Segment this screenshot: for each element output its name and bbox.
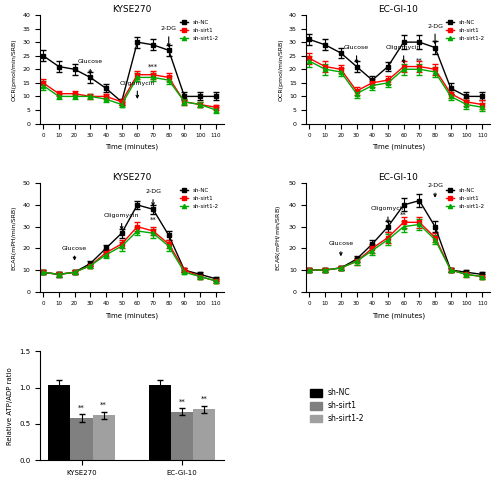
Title: KYSE270: KYSE270 [112, 174, 152, 182]
Y-axis label: OCR(pmol/min/SRB): OCR(pmol/min/SRB) [12, 38, 17, 100]
X-axis label: Time (minutes): Time (minutes) [106, 312, 158, 318]
Bar [92, 415, 114, 460]
Text: ***: *** [148, 64, 158, 70]
Text: Glucose: Glucose [78, 59, 103, 74]
Title: EC-GI-10: EC-GI-10 [378, 5, 418, 14]
Bar [149, 384, 171, 460]
Legend: sh-NC, sh-sirt1, sh-sirt1-2: sh-NC, sh-sirt1, sh-sirt1-2 [444, 186, 487, 211]
Title: KYSE270: KYSE270 [112, 5, 152, 14]
Text: **: ** [201, 396, 207, 402]
Bar [171, 412, 193, 460]
Text: 2-DG: 2-DG [427, 182, 443, 196]
Bar [48, 386, 70, 460]
Text: **: ** [150, 216, 156, 222]
X-axis label: Time (minutes): Time (minutes) [372, 312, 424, 318]
Text: 2-DG: 2-DG [145, 189, 161, 206]
Y-axis label: Relative ATP/ADP ratio: Relative ATP/ADP ratio [8, 367, 14, 444]
Text: 2-DG: 2-DG [160, 26, 176, 46]
Text: **: ** [179, 398, 186, 404]
Text: Glucose: Glucose [62, 246, 87, 260]
Bar [70, 418, 92, 460]
Text: Oligomycin: Oligomycin [370, 206, 406, 222]
Legend: sh-NC, sh-sirt1, sh-sirt1-2: sh-NC, sh-sirt1, sh-sirt1-2 [178, 186, 221, 211]
Text: Glucose: Glucose [344, 46, 369, 62]
Bar [193, 410, 216, 460]
Text: Oligomycin: Oligomycin [386, 46, 422, 62]
Legend: sh-NC, sh-sirt1, sh-sirt1-2: sh-NC, sh-sirt1, sh-sirt1-2 [444, 18, 487, 43]
Legend: sh-NC, sh-sirt1, sh-sirt1-2: sh-NC, sh-sirt1, sh-sirt1-2 [310, 388, 364, 423]
Text: 2-DG: 2-DG [427, 24, 443, 44]
Legend: sh-NC, sh-sirt1, sh-sirt1-2: sh-NC, sh-sirt1, sh-sirt1-2 [178, 18, 221, 43]
Text: **: ** [416, 58, 422, 64]
Y-axis label: ECAR(mPH/min/SRB): ECAR(mPH/min/SRB) [12, 206, 17, 270]
X-axis label: Time (minutes): Time (minutes) [106, 144, 158, 150]
Text: **: ** [100, 402, 107, 408]
Text: **: ** [78, 405, 85, 411]
Text: Oligomycin: Oligomycin [120, 80, 155, 98]
Y-axis label: OCR(pmol/min/SRB): OCR(pmol/min/SRB) [278, 38, 283, 100]
Text: Oligomycin: Oligomycin [104, 213, 140, 229]
Title: EC-GI-10: EC-GI-10 [378, 174, 418, 182]
Text: **: ** [400, 212, 407, 218]
Text: Glucose: Glucose [328, 241, 353, 255]
Y-axis label: ECAR(mPH/min/$\mathregular{SRB}$): ECAR(mPH/min/$\mathregular{SRB}$) [274, 204, 283, 270]
X-axis label: Time (minutes): Time (minutes) [372, 144, 424, 150]
